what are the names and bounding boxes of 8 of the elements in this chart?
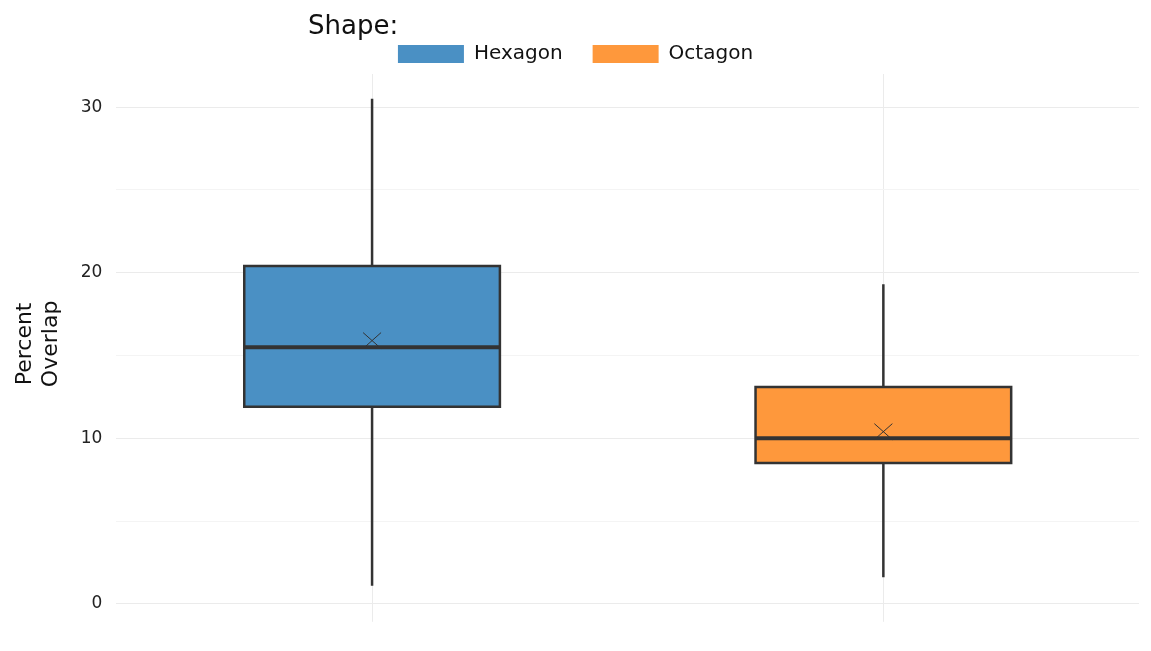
y-axis-title: Percent Overlap — [10, 300, 63, 388]
y-tick-label: 20 — [80, 261, 103, 282]
y-tick-label: 30 — [80, 95, 103, 116]
y-tick-label: 10 — [80, 426, 103, 447]
legend-title: Shape: — [308, 10, 399, 40]
y-tick-label: 0 — [91, 592, 103, 613]
legend-label: Hexagon — [473, 40, 563, 65]
legend-label: Octagon — [668, 40, 754, 65]
